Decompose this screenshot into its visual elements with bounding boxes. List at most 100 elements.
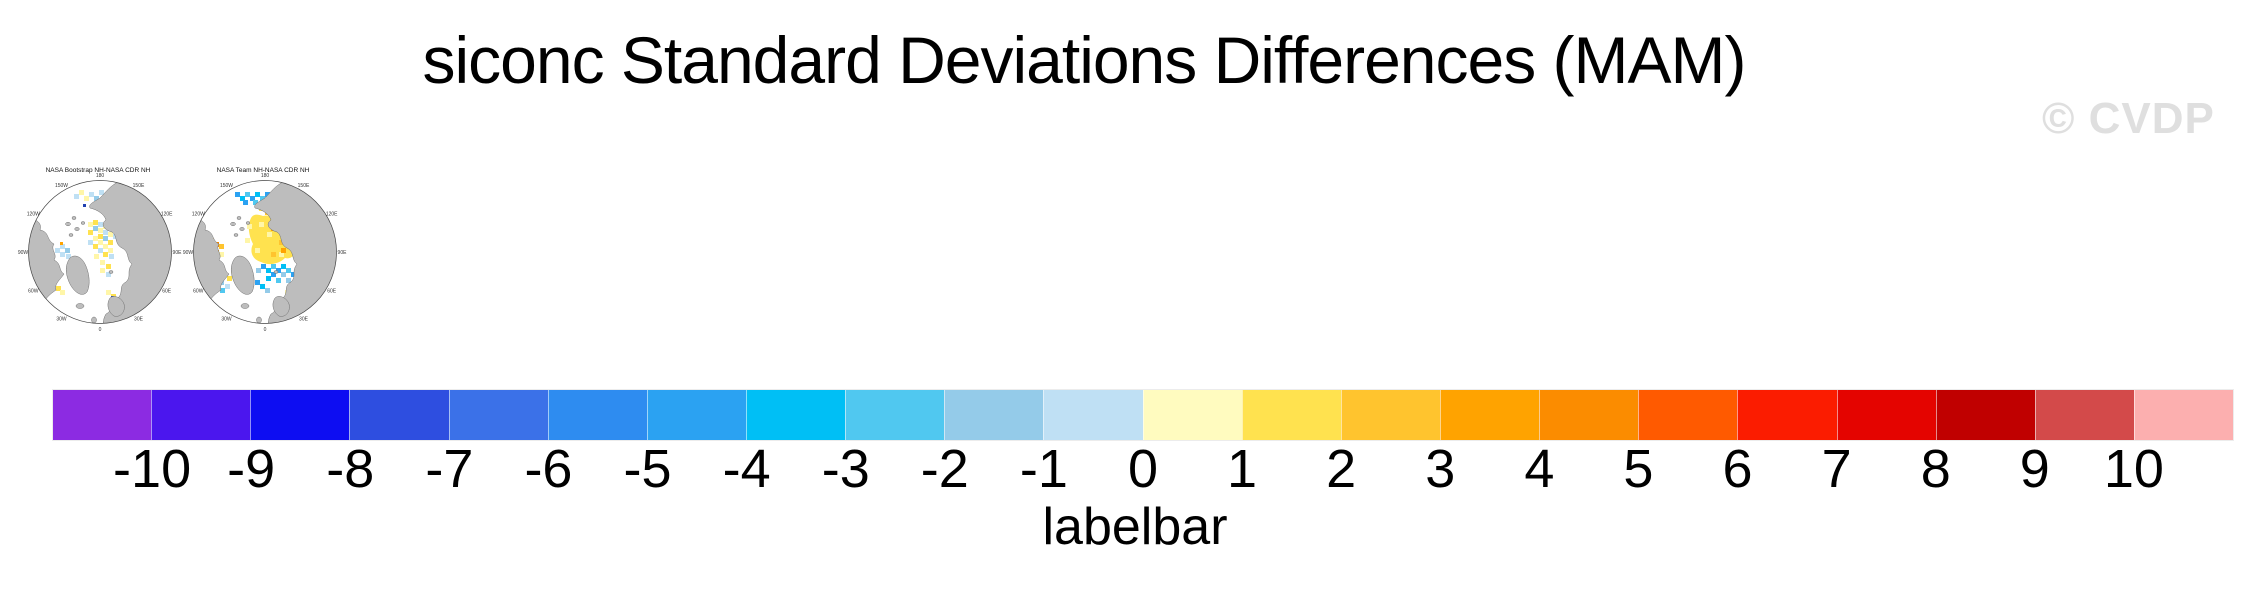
map-outline bbox=[193, 180, 337, 324]
map-data-cell bbox=[286, 268, 291, 273]
map-data-cell bbox=[84, 196, 89, 201]
labelbar-tick: 8 bbox=[1920, 439, 1951, 499]
arctic-island bbox=[236, 216, 242, 220]
map-data-cell bbox=[106, 264, 111, 269]
lon-label: 30W bbox=[221, 317, 232, 323]
map-data-cell bbox=[245, 192, 250, 197]
map-data-cell bbox=[271, 272, 276, 277]
labelbar-cell bbox=[1737, 390, 1837, 440]
lon-label: 90W bbox=[183, 250, 194, 256]
map-data-cell bbox=[240, 196, 245, 201]
cvdp-watermark: © CVDP bbox=[2042, 94, 2215, 143]
map-data-cell bbox=[106, 290, 111, 295]
arctic-island bbox=[245, 221, 251, 225]
lon-label: 150W bbox=[220, 183, 233, 189]
scandinavia-landmass bbox=[272, 296, 290, 317]
map-title: NASA Bootstrap NH-NASA CDR NH bbox=[46, 167, 151, 174]
map-data-cell bbox=[253, 200, 258, 205]
labelbar-cell bbox=[448, 390, 548, 440]
map-data-cell bbox=[98, 248, 103, 253]
map-data-cell bbox=[279, 252, 284, 257]
map-data-cell bbox=[60, 242, 63, 245]
labelbar-tick: -8 bbox=[326, 439, 375, 499]
arctic-island bbox=[239, 227, 245, 231]
map-data-cell bbox=[56, 286, 61, 291]
map-data-cell bbox=[247, 224, 252, 229]
labelbar-cell bbox=[1638, 390, 1738, 440]
labelbar-cell bbox=[745, 390, 846, 440]
map-data-cell bbox=[227, 276, 232, 281]
map-data-cell bbox=[93, 220, 98, 225]
map-data-cell bbox=[255, 192, 260, 197]
labelbar-cell bbox=[53, 390, 152, 440]
map-data-cell bbox=[103, 236, 108, 241]
map-data-cell bbox=[79, 190, 84, 195]
labelbar-cell bbox=[2034, 390, 2134, 440]
map-data-cell bbox=[100, 268, 105, 273]
labelbar-tick: -5 bbox=[623, 439, 672, 499]
map-data-cell bbox=[259, 222, 264, 227]
greenland-landmass bbox=[231, 255, 255, 295]
lon-label: 150E bbox=[133, 183, 145, 189]
labelbar-tick: 1 bbox=[1227, 439, 1258, 499]
map-data-cell bbox=[260, 284, 265, 289]
labelbar-cell bbox=[349, 390, 449, 440]
map-data-cell bbox=[88, 230, 93, 235]
labelbar-tick: 6 bbox=[1722, 439, 1753, 499]
labelbar bbox=[53, 390, 2234, 440]
labelbar-tick: 10 bbox=[2103, 439, 2164, 499]
map-data-cell bbox=[98, 240, 103, 245]
lon-label: 120E bbox=[161, 211, 173, 217]
map-data-cell bbox=[219, 252, 224, 257]
map-data-cell bbox=[66, 254, 71, 259]
map-data-cell bbox=[108, 232, 113, 237]
map-data-cell bbox=[245, 238, 250, 243]
lon-label: 90W bbox=[18, 250, 29, 256]
labelbar-tick: -1 bbox=[1019, 439, 1068, 499]
iceland-landmass bbox=[240, 303, 250, 309]
labelbar-cell bbox=[1935, 390, 2035, 440]
map-data-cell bbox=[55, 248, 60, 253]
map-data-cell bbox=[271, 264, 276, 269]
arctic-island bbox=[74, 227, 80, 231]
lon-label: 60E bbox=[162, 288, 172, 294]
map-data-cell bbox=[279, 240, 284, 245]
labelbar-tick: -9 bbox=[227, 439, 276, 499]
map-data-cell bbox=[250, 196, 255, 201]
map-data-cell bbox=[219, 244, 224, 249]
map-data-cell bbox=[108, 248, 113, 253]
labelbar-tick: 2 bbox=[1326, 439, 1357, 499]
labelbar-cell bbox=[2133, 390, 2234, 440]
lon-labels: 180 150E 120E 90E 60E 30E 0 30W 60W 90W 120W 150W bbox=[18, 173, 182, 333]
arctic-island bbox=[68, 233, 74, 237]
map-panel-nasa-bootstrap: NASA Bootstrap NH-NASA CDR NH 180 150E 120… bbox=[18, 167, 182, 333]
labelbar-cell bbox=[845, 390, 945, 440]
map-data-cell bbox=[261, 264, 266, 269]
labelbar-tick: -3 bbox=[821, 439, 870, 499]
labelbar-tick: -6 bbox=[524, 439, 573, 499]
map-data-cell bbox=[94, 196, 99, 201]
labelbar-tick: 7 bbox=[1821, 439, 1852, 499]
lon-labels: 180 150E 120E 90E 60E 30E 0 30W 60W 90W 120W 150W bbox=[183, 173, 347, 333]
map-data-cell bbox=[225, 284, 230, 289]
map-data-cell bbox=[265, 288, 270, 293]
labelbar-cell bbox=[547, 390, 647, 440]
map-data-cell bbox=[103, 252, 108, 257]
map-data-cell bbox=[109, 254, 114, 259]
labelbar-cell bbox=[1836, 390, 1936, 440]
map-data-cell bbox=[256, 268, 261, 273]
map-data-cell bbox=[98, 228, 103, 233]
map-data-cell bbox=[255, 280, 260, 285]
labelbar-cell bbox=[1142, 390, 1242, 440]
map-data-cell bbox=[60, 290, 65, 295]
map-data-cell bbox=[88, 240, 93, 245]
map-title: NASA Team NH-NASA CDR NH bbox=[217, 167, 310, 174]
iceland-landmass bbox=[75, 303, 85, 309]
map-data-cell bbox=[65, 248, 70, 253]
map-data-cell bbox=[220, 288, 225, 293]
map-data-cell bbox=[94, 254, 99, 259]
svalbard-island bbox=[108, 270, 114, 274]
lon-label: 120E bbox=[326, 211, 338, 217]
map-data-cell bbox=[255, 248, 260, 253]
map-data-cell bbox=[99, 190, 104, 195]
